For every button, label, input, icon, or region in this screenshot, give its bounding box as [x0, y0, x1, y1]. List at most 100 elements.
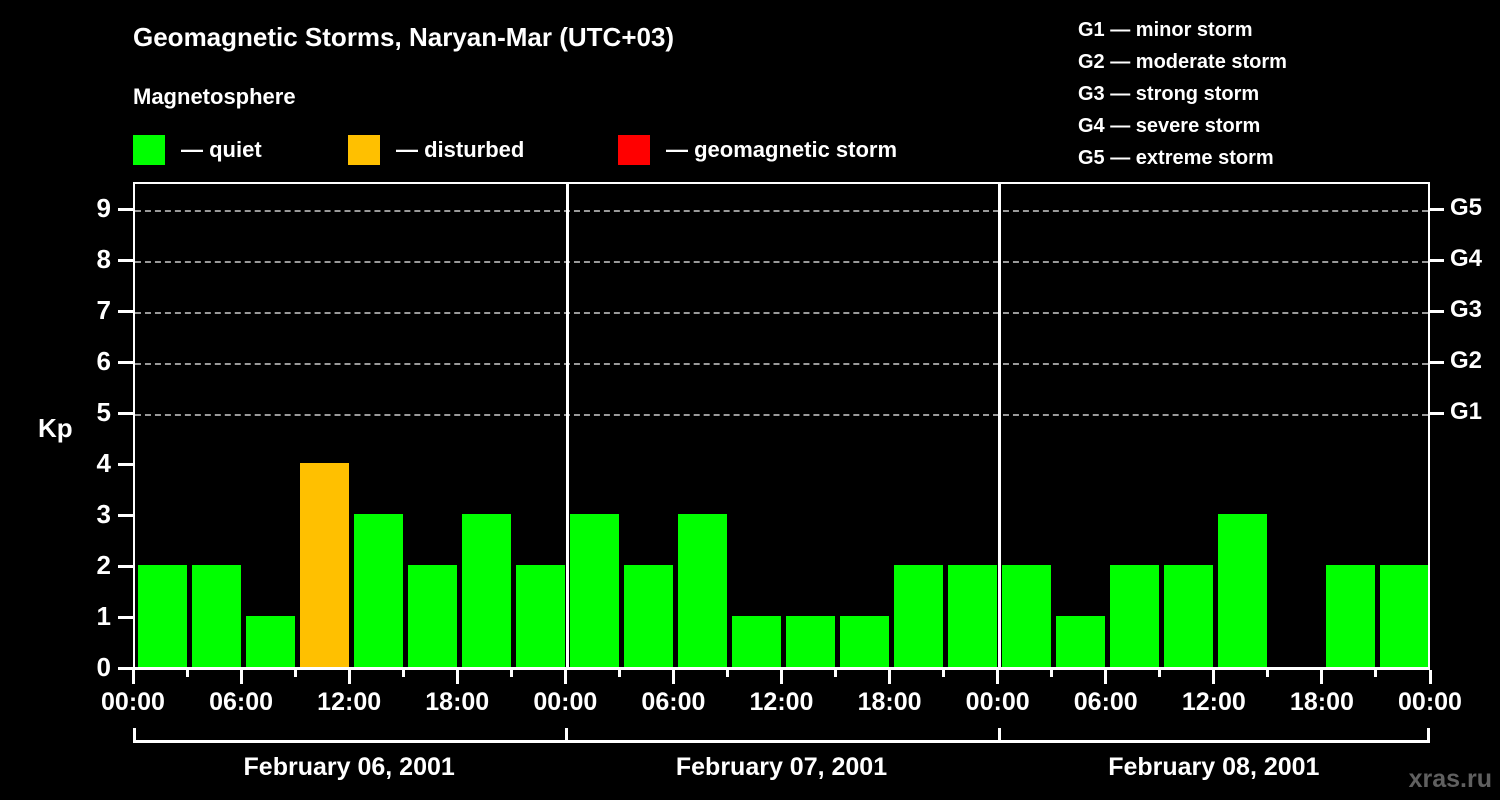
y-tick-label-2: 2 — [96, 549, 111, 580]
y-tick-6 — [118, 360, 133, 364]
bar[interactable] — [1056, 615, 1106, 667]
y-tick-label-9: 9 — [96, 192, 111, 223]
g-legend-row-1: G1 — minor storm — [1078, 19, 1253, 41]
y-tick-label-6: 6 — [96, 345, 111, 376]
g-tick-G2 — [1430, 360, 1444, 364]
bar[interactable] — [407, 564, 457, 667]
bar[interactable] — [1326, 564, 1376, 667]
g-tick-G5 — [1430, 207, 1444, 211]
x-tick-5 — [401, 670, 405, 677]
x-tick-4 — [347, 670, 351, 684]
g-tick-label-G4: G4 — [1450, 244, 1483, 272]
x-label-2: 12:00 — [317, 688, 382, 716]
x-tick-7 — [509, 670, 513, 677]
gridline-kp-6 — [135, 362, 1428, 365]
y-tick-1 — [118, 615, 133, 619]
y-tick-0 — [118, 667, 133, 670]
bar[interactable] — [731, 615, 781, 667]
day-bracket-line — [133, 740, 1430, 743]
legend-item-0: — quiet — [133, 133, 262, 167]
x-label-12: 00:00 — [1398, 688, 1462, 716]
day-label-2: February 07, 2001 — [675, 753, 888, 781]
y-axis: 0 1 2 3 4 5 6 7 8 9 — [97, 182, 133, 680]
bar[interactable] — [948, 564, 998, 667]
x-axis-labels: 00:00 06:00 12:00 18:00 00:00 06:00 12:00 18:00… — [0, 688, 1500, 724]
legend-item-2: — geomagnetic storm — [618, 133, 897, 167]
day-separator-2 — [998, 184, 1002, 667]
day-bracket-stem-2 — [997, 728, 1001, 743]
y-tick-label-0: 0 — [96, 652, 111, 682]
day-bracket-stem-1 — [565, 728, 569, 743]
bar[interactable] — [299, 462, 349, 667]
x-label-8: 00:00 — [965, 688, 1030, 716]
bar[interactable] — [137, 564, 187, 667]
y-tick-label-8: 8 — [96, 243, 111, 274]
x-tick-21 — [1266, 670, 1270, 677]
y-tick-8 — [118, 258, 133, 262]
g-tick-label-G5: G5 — [1450, 193, 1483, 221]
y-tick-7 — [118, 309, 133, 313]
x-tick-2 — [239, 670, 243, 684]
plot-area — [135, 184, 1428, 667]
x-label-5: 06:00 — [641, 688, 706, 716]
plot-frame — [133, 182, 1430, 667]
bar[interactable] — [840, 615, 890, 667]
page-title: Geomagnetic Storms, Naryan-Mar (UTC+03) — [133, 22, 675, 52]
x-tick-15 — [942, 670, 946, 677]
x-tick-1 — [185, 670, 189, 677]
x-axis-ticks — [131, 670, 1432, 684]
gridline-kp-8 — [135, 260, 1428, 263]
bar[interactable] — [894, 564, 944, 667]
y-tick-label-1: 1 — [96, 600, 111, 631]
bar[interactable] — [1110, 564, 1160, 667]
day-bracket-stem-3 — [1427, 728, 1430, 743]
legend-swatch-quiet — [133, 135, 165, 165]
x-label-7: 18:00 — [857, 688, 922, 716]
bar[interactable] — [677, 513, 727, 667]
x-label-11: 18:00 — [1289, 688, 1354, 716]
day-separator-1 — [565, 184, 569, 667]
bar[interactable] — [461, 513, 511, 667]
legend-swatch-storm — [618, 135, 650, 165]
x-tick-0 — [131, 670, 135, 684]
bar[interactable] — [786, 615, 836, 667]
bar[interactable] — [515, 564, 565, 667]
bar[interactable] — [353, 513, 403, 667]
g-legend-row-3: G3 — strong storm — [1078, 83, 1260, 105]
legend-label-0: — quiet — [181, 137, 262, 162]
bar[interactable] — [245, 615, 295, 667]
bar[interactable] — [1380, 564, 1428, 667]
g-legend-row-5: G5 — extreme storm — [1078, 147, 1274, 169]
x-label-3: 18:00 — [425, 688, 490, 716]
y-tick-label-4: 4 — [96, 447, 111, 478]
x-tick-19 — [1158, 670, 1162, 677]
y-tick-label-5: 5 — [96, 396, 111, 427]
bar[interactable] — [1002, 564, 1052, 667]
bar[interactable] — [569, 513, 619, 667]
bar[interactable] — [623, 564, 673, 667]
legend-label-1: — disturbed — [396, 137, 525, 162]
watermark: xras.ru — [1408, 765, 1492, 793]
y-tick-2 — [118, 564, 133, 568]
x-label-9: 06:00 — [1073, 688, 1138, 716]
x-tick-14 — [888, 670, 892, 684]
legend-label-2: — geomagnetic storm — [666, 137, 898, 162]
x-tick-18 — [1104, 670, 1108, 684]
bar[interactable] — [1164, 564, 1214, 667]
gridline-kp-7 — [135, 311, 1428, 314]
x-tick-24 — [1428, 670, 1432, 684]
y-tick-4 — [118, 462, 133, 466]
g-axis: G1 G2 G3 G4 G5 — [1430, 182, 1500, 667]
legend-swatch-disturbed — [348, 135, 380, 165]
x-tick-17 — [1050, 670, 1054, 677]
x-tick-12 — [780, 670, 783, 684]
bar[interactable] — [1218, 513, 1268, 667]
g-scale-legend: G1 — minor storm G2 — moderate storm G3 — … — [1078, 14, 1478, 174]
g-tick-G1 — [1430, 411, 1444, 415]
g-legend-row-2: G2 — moderate storm — [1078, 51, 1287, 73]
x-tick-23 — [1374, 670, 1378, 677]
y-tick-3 — [118, 513, 133, 517]
bar[interactable] — [191, 564, 241, 667]
x-tick-20 — [1212, 670, 1216, 684]
